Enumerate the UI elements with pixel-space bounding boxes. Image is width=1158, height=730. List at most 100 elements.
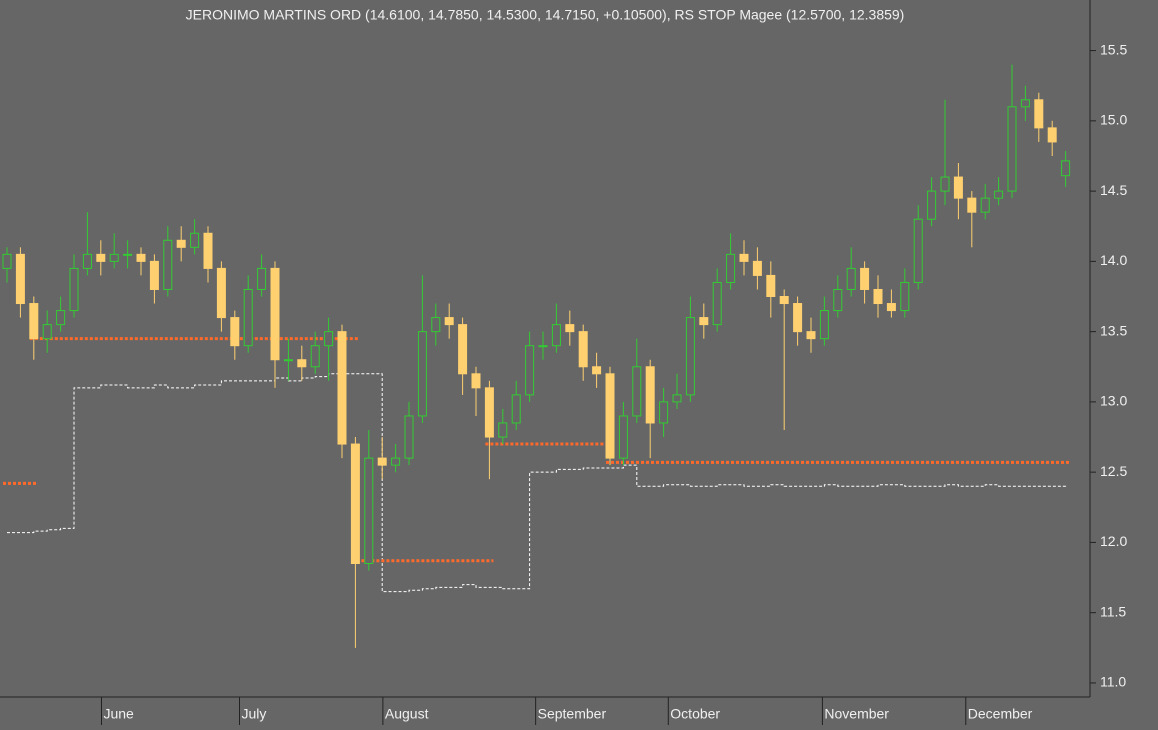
y-tick-label: 12.0 [1100,533,1127,549]
candle-body [257,267,267,290]
candle-body [176,239,186,248]
y-tick-label: 15.5 [1100,41,1127,57]
x-tick-label: December [968,706,1033,722]
candle-body [913,218,923,283]
candle-body [927,190,937,220]
candle-body [994,190,1004,199]
candle-body [498,422,508,438]
candle-body [819,310,829,340]
candle-body [525,345,535,396]
candle-body [779,296,789,305]
candle-body [672,394,682,403]
candle-body [69,267,79,312]
x-tick-label: July [242,706,267,722]
candle-body [980,197,990,213]
candle-body [15,253,25,305]
candle-body [712,281,722,326]
candle-body [511,394,521,424]
y-tick-label: 14.0 [1100,252,1127,268]
x-tick-label: September [538,706,607,722]
candle-body [846,267,856,290]
candle-body [632,366,642,417]
x-tick-label: June [103,706,134,722]
x-tick-label: November [824,706,889,722]
candle-body [873,288,883,305]
candle-body [1034,99,1044,129]
candle-body [216,267,226,319]
candle-body [283,359,293,362]
candle-body [270,267,280,361]
candle-body [900,281,910,312]
candle-body [337,331,347,445]
candle-body [471,373,481,389]
candle-body [2,253,12,269]
candle-body [940,176,950,192]
candle-body [230,317,240,347]
candle-body [1061,160,1071,177]
candle-body [136,253,146,262]
candle-body [364,457,374,565]
chart-title: JERONIMO MARTINS ORD (14.6100, 14.7850, … [186,7,905,23]
y-tick-label: 11.0 [1100,674,1126,690]
candle-body [565,324,575,333]
x-tick-label: August [385,706,429,722]
candle-body [82,253,92,269]
candle-body [444,317,454,326]
magee-line [7,373,1067,593]
candle-body [190,232,200,248]
candle-body [592,366,602,375]
candle-body [163,239,173,290]
x-tick-label: October [670,706,720,722]
y-tick-label: 13.0 [1100,393,1127,409]
candle-body [56,310,66,326]
candle-body [1020,99,1030,108]
candle-body [699,317,709,326]
candle-body [1007,106,1017,192]
candle-body [484,387,494,438]
candle-body [324,331,334,347]
candle-body [203,232,213,269]
candle-body [1047,127,1057,143]
candle-body [578,331,588,368]
candle-body [538,345,548,348]
y-tick-label: 11.5 [1100,603,1126,619]
candle-body [29,303,39,340]
candle-body [833,288,843,312]
candle-body [96,253,106,262]
candle-body [967,197,977,213]
candle-body [297,359,307,368]
candle-body [793,303,803,333]
candle-body [752,260,762,276]
candle-body [404,415,414,459]
y-tick-label: 15.0 [1100,112,1127,128]
candle-body [766,274,776,298]
candle-body [310,345,320,368]
candle-body [618,415,628,459]
candle-body [605,373,615,459]
candle-body [685,317,695,396]
candle-body [350,443,360,565]
candle-body [42,324,52,340]
candle-body [458,324,468,375]
y-tick-label: 12.5 [1100,463,1127,479]
candle-body [123,253,133,256]
candle-body [391,457,401,466]
candle-body [243,288,253,347]
candle-body [806,331,816,340]
candle-body [659,401,669,424]
candle-body [886,303,896,312]
candle-body [149,260,159,290]
candle-body [726,253,736,283]
candle-body [109,253,119,262]
y-tick-label: 13.5 [1100,322,1127,338]
candle-body [860,267,870,290]
candle-body [645,366,655,424]
candle-body [431,317,441,333]
candle-body [377,457,387,466]
candle-body [739,253,749,262]
candle-body [953,176,963,199]
candle-body [417,331,427,417]
y-tick-label: 14.5 [1100,182,1127,198]
